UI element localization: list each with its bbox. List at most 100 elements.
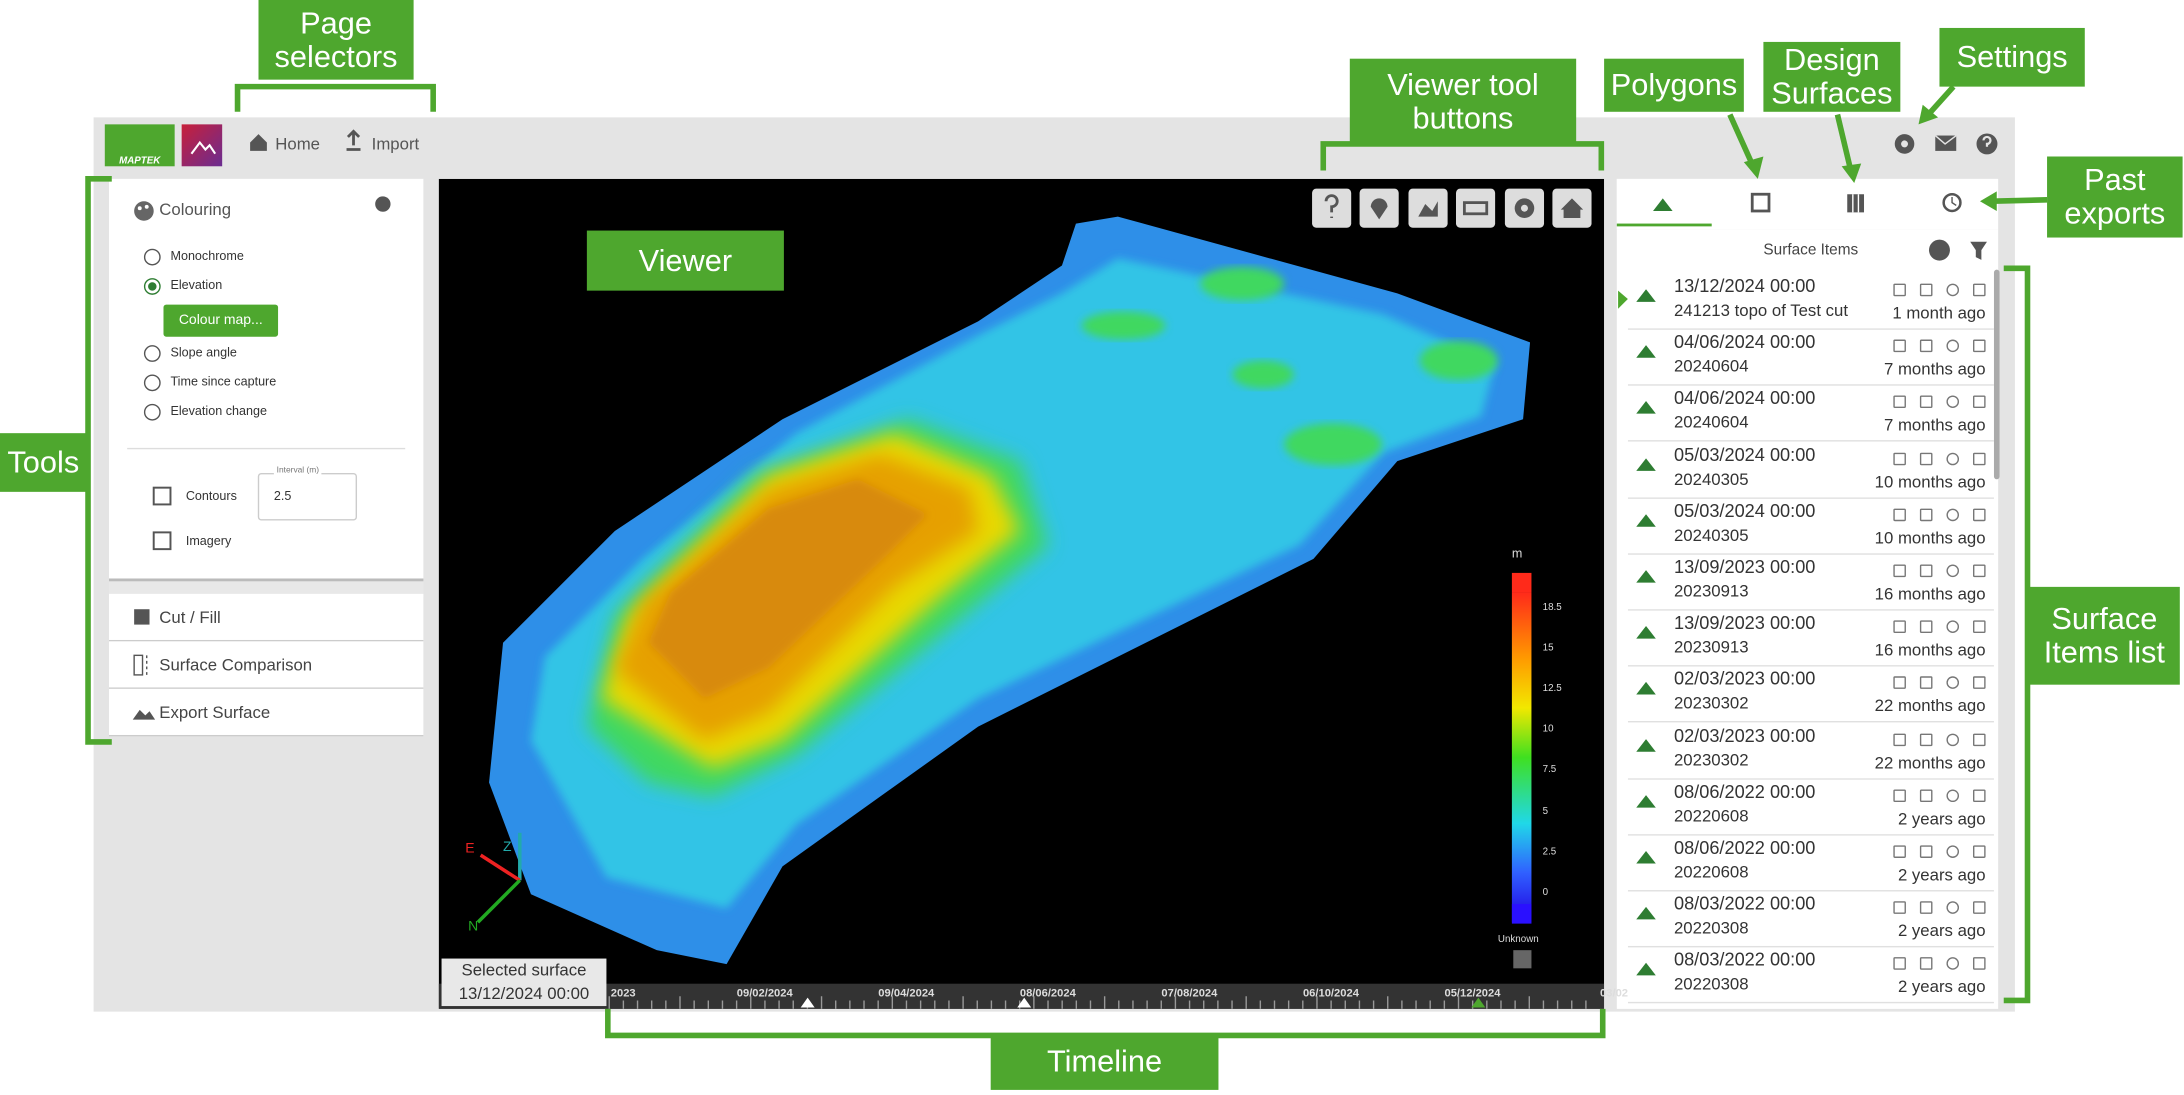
section-cut-fill[interactable]: Cut / Fill — [108, 593, 424, 642]
item-action[interactable] — [1973, 620, 1986, 634]
radio[interactable] — [143, 278, 161, 295]
item-action[interactable] — [1919, 395, 1933, 409]
item-action[interactable] — [1973, 901, 1986, 915]
item-action[interactable] — [1946, 845, 1960, 858]
timeline-label[interactable]: 03/02 — [1600, 986, 1629, 1000]
item-action[interactable] — [1919, 676, 1933, 690]
item-action[interactable] — [1893, 395, 1906, 409]
item-age: 7 months ago — [1883, 415, 1986, 436]
item-action[interactable] — [1893, 283, 1906, 297]
item-action[interactable] — [1919, 620, 1933, 634]
item-action[interactable] — [1919, 452, 1933, 465]
item-action[interactable] — [1946, 452, 1960, 465]
item-action[interactable] — [1893, 508, 1906, 521]
timeline-label[interactable]: 05/12/2024 — [1444, 986, 1501, 1000]
timeline-label[interactable]: 07/08/2024 — [1161, 986, 1218, 1000]
surface-item[interactable]: 04/06/2024 00:00 20240604 7 months ago — [1627, 329, 1994, 386]
contours-label[interactable]: Contours — [185, 489, 237, 504]
surface-item[interactable]: 02/03/2023 00:00 20230302 22 months ago — [1627, 722, 1994, 780]
timeline-label[interactable]: 09/04/2024 — [878, 986, 935, 1000]
surface-items-title: Surface Items — [1763, 241, 1859, 259]
timeline-label[interactable]: 08/06/2024 — [1019, 986, 1076, 1000]
item-action[interactable] — [1919, 283, 1933, 297]
radio-label[interactable]: Slope angle — [170, 345, 237, 360]
item-action[interactable] — [1946, 620, 1960, 634]
item-action[interactable] — [1946, 789, 1960, 802]
radio[interactable] — [143, 403, 161, 421]
surface-item[interactable]: 13/12/2024 00:00 241213 topo of Test cut 1… — [1627, 272, 1994, 330]
item-action[interactable] — [1973, 283, 1986, 297]
colour-map-button[interactable]: Colour map... — [163, 304, 279, 337]
item-date: 05/03/2024 00:00 — [1673, 499, 1816, 521]
item-action[interactable] — [1893, 676, 1906, 690]
item-action[interactable] — [1973, 395, 1986, 409]
item-action[interactable] — [1893, 452, 1906, 465]
item-action[interactable] — [1893, 339, 1906, 353]
item-action[interactable] — [1973, 789, 1986, 802]
item-action[interactable] — [1893, 901, 1906, 915]
item-action[interactable] — [1919, 508, 1933, 521]
item-action[interactable] — [1919, 564, 1933, 578]
radio-label[interactable]: Elevation change — [170, 403, 267, 418]
item-action[interactable] — [1973, 733, 1986, 746]
item-action[interactable] — [1893, 957, 1906, 971]
section-surface-comparison[interactable]: Surface Comparison — [108, 641, 424, 689]
item-action[interactable] — [1946, 508, 1960, 521]
item-action[interactable] — [1893, 620, 1906, 634]
logo[interactable]: MAPTEK — [104, 124, 175, 167]
timeline-label[interactable]: 2023 — [610, 986, 636, 1000]
surface-item[interactable]: 13/09/2023 00:00 20230913 16 months ago — [1627, 553, 1994, 611]
item-action[interactable] — [1919, 339, 1933, 353]
radio[interactable] — [143, 374, 161, 392]
interval-input[interactable]: 2.5 — [273, 489, 292, 504]
viewer-tool-buttons[interactable] — [1312, 188, 1592, 228]
item-action[interactable] — [1946, 901, 1960, 915]
item-action[interactable] — [1946, 957, 1960, 971]
item-action[interactable] — [1893, 845, 1906, 858]
item-action[interactable] — [1973, 845, 1986, 858]
surface-item[interactable]: 08/03/2022 00:00 20220308 2 years ago — [1627, 947, 1994, 1004]
imagery-label[interactable]: Imagery — [185, 533, 232, 548]
item-action[interactable] — [1973, 957, 1986, 971]
item-action[interactable] — [1973, 452, 1986, 465]
surface-item[interactable]: 05/03/2024 00:00 20240305 10 months ago — [1627, 497, 1994, 555]
surface-item[interactable]: 05/03/2024 00:00 20240305 10 months ago — [1627, 441, 1994, 499]
item-icon — [1636, 289, 1656, 302]
surface-item[interactable]: 08/06/2022 00:00 20220608 2 years ago — [1627, 834, 1994, 892]
surface-item[interactable]: 13/09/2023 00:00 20230913 16 months ago — [1627, 609, 1994, 667]
item-action[interactable] — [1919, 957, 1933, 971]
radio-label[interactable]: Monochrome — [170, 248, 244, 263]
item-action[interactable] — [1946, 395, 1960, 409]
item-action[interactable] — [1946, 733, 1960, 746]
surface-item[interactable]: 04/06/2024 00:00 20240604 7 months ago — [1627, 385, 1994, 443]
item-action[interactable] — [1919, 789, 1933, 802]
item-action[interactable] — [1946, 676, 1960, 690]
item-action[interactable] — [1973, 339, 1986, 353]
item-action[interactable] — [1919, 845, 1933, 858]
timeline-label[interactable]: 09/02/2024 — [736, 986, 793, 1000]
item-action[interactable] — [1973, 508, 1986, 521]
legend-tick-label: 12.5 — [1542, 684, 1562, 695]
nav-import[interactable]: Import — [371, 134, 420, 154]
item-action[interactable] — [1973, 564, 1986, 578]
section-export-surface[interactable]: Export Surface — [108, 688, 424, 737]
item-action[interactable] — [1919, 901, 1933, 915]
radio[interactable] — [143, 248, 161, 266]
radio-label[interactable]: Elevation — [170, 278, 223, 293]
item-action[interactable] — [1893, 733, 1906, 746]
surface-item[interactable]: 08/06/2022 00:00 20220608 2 years ago — [1627, 778, 1994, 836]
surface-item[interactable]: 08/03/2022 00:00 20220308 2 years ago — [1627, 890, 1994, 948]
radio-label[interactable]: Time since capture — [170, 374, 277, 389]
viewer[interactable] — [438, 178, 1605, 1009]
item-action[interactable] — [1946, 339, 1960, 353]
item-action[interactable] — [1893, 789, 1906, 802]
item-action[interactable] — [1973, 676, 1986, 690]
item-action[interactable] — [1946, 564, 1960, 578]
item-action[interactable] — [1946, 283, 1960, 297]
radio[interactable] — [143, 345, 161, 362]
item-action[interactable] — [1919, 733, 1933, 746]
timeline-label[interactable]: 06/10/2024 — [1302, 986, 1359, 1000]
surface-item[interactable]: 02/03/2023 00:00 20230302 22 months ago — [1627, 666, 1994, 723]
item-action[interactable] — [1893, 564, 1906, 578]
nav-home[interactable]: Home — [275, 134, 321, 154]
